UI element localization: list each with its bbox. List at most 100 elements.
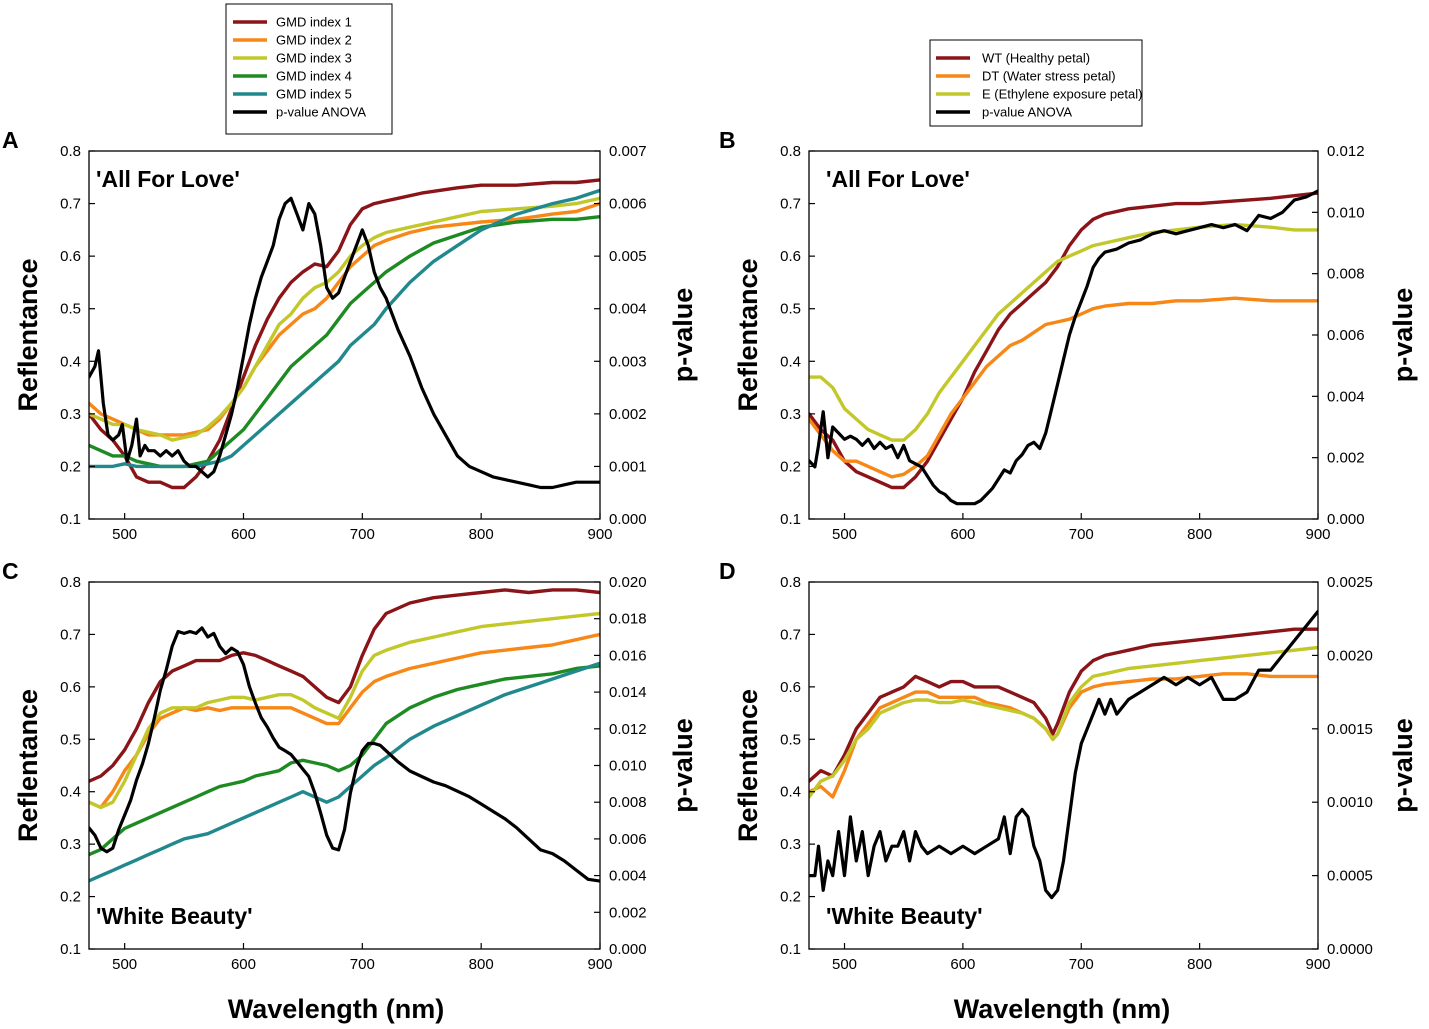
y2-tick-label-d-2: 0.0010 <box>1327 794 1373 811</box>
x-tick-label-c-1: 600 <box>231 956 256 973</box>
y-tick-label-c-7: 0.8 <box>60 574 81 591</box>
x-tick-label-a-3: 800 <box>469 526 494 543</box>
y-tick-label-b-2: 0.3 <box>780 406 801 423</box>
series-line-c-gmd-index-1 <box>89 588 600 783</box>
y-tick-label-c-0: 0.1 <box>60 941 81 958</box>
y-tick-label-b-1: 0.2 <box>780 458 801 475</box>
legend-petal: WT (Healthy petal) DT (Water stress petal… <box>929 39 1143 127</box>
series-line-b-e-ethylene-exposure-petal <box>809 222 1318 442</box>
panel-c: 500 600 700 800 900 0.1 0.2 0.3 0.4 0.5 0.6 0.7 0.8 0… <box>2 558 698 973</box>
legend-label-gmd-index-4: GMD index 4 <box>276 69 352 84</box>
y2-axis-title-d: p-value <box>1388 718 1418 813</box>
y2-tick-label-b-2: 0.004 <box>1327 388 1365 405</box>
y2-tick-label-a-5: 0.005 <box>609 248 647 265</box>
panel-a: 500 600 700 800 900 0.1 0.2 0.3 0.4 0.5 0.6 0.7 0.8 0… <box>2 127 698 543</box>
x-tick-label-a-1: 600 <box>231 526 256 543</box>
y2-tick-label-c-5: 0.010 <box>609 758 647 775</box>
y2-tick-label-c-6: 0.012 <box>609 721 647 738</box>
panel-letter-b: B <box>719 127 736 153</box>
x-tick-label-a-2: 700 <box>350 526 375 543</box>
y-tick-label-d-4: 0.5 <box>780 731 801 748</box>
panel-d: 500 600 700 800 900 0.1 0.2 0.3 0.4 0.5 0.6 0.7 0.8 0… <box>719 558 1418 973</box>
plot-frame-c <box>88 581 601 950</box>
legend-label-gmd-index-5: GMD index 5 <box>276 87 352 102</box>
plot-frame-d <box>808 581 1319 950</box>
y-tick-label-b-7: 0.8 <box>780 143 801 160</box>
x-axis-title-left: Wavelength (nm) <box>228 994 445 1024</box>
x-tick-label-c-2: 700 <box>350 956 375 973</box>
y2-tick-label-b-4: 0.008 <box>1327 266 1365 283</box>
y-tick-label-a-5: 0.6 <box>60 248 81 265</box>
panel-a-series <box>89 178 600 490</box>
cultivar-label-d: 'White Beauty' <box>826 903 983 929</box>
series-line-d-wt-healthy-petal <box>809 627 1318 783</box>
series-line-b-dt-water-stress-petal <box>809 296 1318 479</box>
x-tick-label-b-1: 600 <box>950 526 975 543</box>
legend-gmd: GMD index 1 GMD index 2 GMD index 3 GMD ind… <box>225 3 393 135</box>
series-line-d-dt-water-stress-petal <box>809 672 1318 799</box>
y2-axis-title-c: p-value <box>668 718 698 813</box>
y2-tick-label-a-1: 0.001 <box>609 458 647 475</box>
y-tick-label-c-5: 0.6 <box>60 679 81 696</box>
y-tick-label-a-4: 0.5 <box>60 301 81 318</box>
x-tick-label-b-3: 800 <box>1187 526 1212 543</box>
series-line-a-gmd-index-5 <box>89 188 600 469</box>
x-tick-label-b-2: 700 <box>1069 526 1094 543</box>
y-tick-label-a-2: 0.3 <box>60 406 81 423</box>
x-tick-label-d-0: 500 <box>832 956 857 973</box>
y-tick-label-a-3: 0.4 <box>60 353 81 370</box>
x-tick-label-b-4: 900 <box>1305 526 1330 543</box>
x-tick-label-c-3: 800 <box>469 956 494 973</box>
y2-axis-title-a: p-value <box>668 288 698 383</box>
y2-tick-label-c-2: 0.004 <box>609 868 647 885</box>
y2-tick-label-a-4: 0.004 <box>609 301 647 318</box>
panel-letter-a: A <box>2 127 19 153</box>
y-tick-label-b-4: 0.5 <box>780 301 801 318</box>
x-tick-label-c-4: 900 <box>587 956 612 973</box>
legend-label-dt-water-stress-petal: DT (Water stress petal) <box>982 69 1116 84</box>
y-tick-label-c-3: 0.4 <box>60 784 81 801</box>
panel-letter-d: D <box>719 558 736 584</box>
x-tick-label-d-4: 900 <box>1305 956 1330 973</box>
y2-tick-label-c-9: 0.018 <box>609 611 647 628</box>
y2-tick-label-c-7: 0.014 <box>609 684 647 701</box>
panel-b: 500 600 700 800 900 0.1 0.2 0.3 0.4 0.5 0.6 0.7 0.8 0… <box>719 127 1418 543</box>
y-tick-label-a-0: 0.1 <box>60 511 81 528</box>
x-tick-label-b-0: 500 <box>832 526 857 543</box>
y2-tick-label-b-6: 0.012 <box>1327 143 1365 160</box>
panel-c-series <box>89 588 600 883</box>
y2-tick-label-c-0: 0.000 <box>609 941 647 958</box>
plot-frame-b <box>808 150 1319 520</box>
series-line-c-gmd-index-4 <box>89 664 600 857</box>
y2-tick-label-a-2: 0.002 <box>609 406 647 423</box>
series-line-d-e-ethylene-exposure-petal <box>809 645 1318 799</box>
series-line-b-wt-healthy-petal <box>809 191 1318 490</box>
series-line-d-p-value-anova <box>809 609 1318 900</box>
x-tick-label-d-3: 800 <box>1187 956 1212 973</box>
y-tick-label-b-5: 0.6 <box>780 248 801 265</box>
series-line-c-gmd-index-2 <box>89 632 600 810</box>
y-tick-label-d-0: 0.1 <box>780 941 801 958</box>
y-tick-label-b-6: 0.7 <box>780 196 801 213</box>
series-line-c-gmd-index-3 <box>89 611 600 810</box>
y-tick-label-a-7: 0.8 <box>60 143 81 160</box>
y-tick-label-c-2: 0.3 <box>60 836 81 853</box>
legend-gmd-items: GMD index 1 GMD index 2 GMD index 3 GMD ind… <box>233 15 366 120</box>
y-tick-label-a-1: 0.2 <box>60 458 81 475</box>
series-line-a-gmd-index-3 <box>89 196 600 442</box>
panel-letter-c: C <box>2 558 19 584</box>
y2-tick-label-b-0: 0.000 <box>1327 511 1365 528</box>
y2-tick-label-b-1: 0.002 <box>1327 450 1365 467</box>
x-tick-label-d-1: 600 <box>950 956 975 973</box>
y2-tick-label-d-3: 0.0015 <box>1327 721 1373 738</box>
y-tick-label-d-2: 0.3 <box>780 836 801 853</box>
y2-tick-label-d-0: 0.0000 <box>1327 941 1373 958</box>
y2-tick-label-c-4: 0.008 <box>609 794 647 811</box>
y2-tick-label-c-10: 0.020 <box>609 574 647 591</box>
legend-label-gmd-index-2: GMD index 2 <box>276 33 352 48</box>
panel-d-series <box>809 609 1318 900</box>
y2-tick-label-c-1: 0.002 <box>609 904 647 921</box>
series-line-a-gmd-index-4 <box>89 215 600 469</box>
y2-tick-label-c-8: 0.016 <box>609 647 647 664</box>
